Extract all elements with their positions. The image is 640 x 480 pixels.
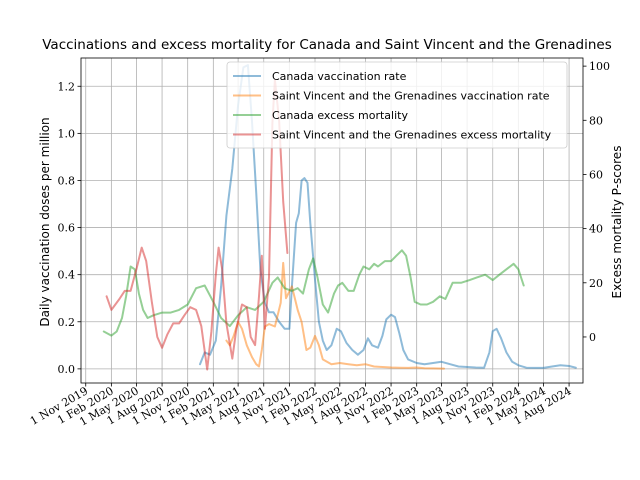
left-tick-label: 0.0 [58,363,76,376]
legend-box [226,61,568,149]
right-tick-label: 20 [589,277,603,290]
left-tick-label: 0.4 [58,269,76,282]
right-tick-label: 0 [589,331,596,344]
plot-area [102,64,577,371]
series-line-3 [102,249,525,337]
right-tick-label: 40 [589,223,603,236]
chart-title: Vaccinations and excess mortality for Ca… [42,37,612,53]
legend-label: Saint Vincent and the Grenadines excess … [272,129,552,142]
series-line-1 [199,64,577,369]
grid [81,58,583,383]
left-tick-label: 1.2 [58,80,76,93]
left-tick-label: 0.2 [58,316,76,329]
left-y-axis: 0.0 0.2 0.4 0.6 0.8 1.0 1.2 [58,80,81,376]
legend-label: Canada excess mortality [272,109,408,122]
right-tick-label: 100 [589,60,610,73]
left-tick-label: 0.6 [58,222,76,235]
right-y-axis: 0 20 40 60 80 100 [583,60,610,344]
legend-label: Canada vaccination rate [272,70,407,83]
right-tick-label: 80 [589,114,603,127]
right-tick-label: 60 [589,168,603,181]
left-tick-label: 0.8 [58,174,76,187]
series-line-4 [105,78,289,371]
left-tick-label: 1.0 [58,127,76,140]
axes-frame [80,57,584,384]
right-y-axis-title: Excess mortality P-scores [610,146,624,299]
legend-label: Saint Vincent and the Grenadines vaccina… [272,90,550,103]
series-line-2 [225,261,445,370]
legend: Canada vaccination rate Saint Vincent and… [226,61,568,149]
left-y-axis-title: Daily vaccination doses per million [38,117,52,326]
